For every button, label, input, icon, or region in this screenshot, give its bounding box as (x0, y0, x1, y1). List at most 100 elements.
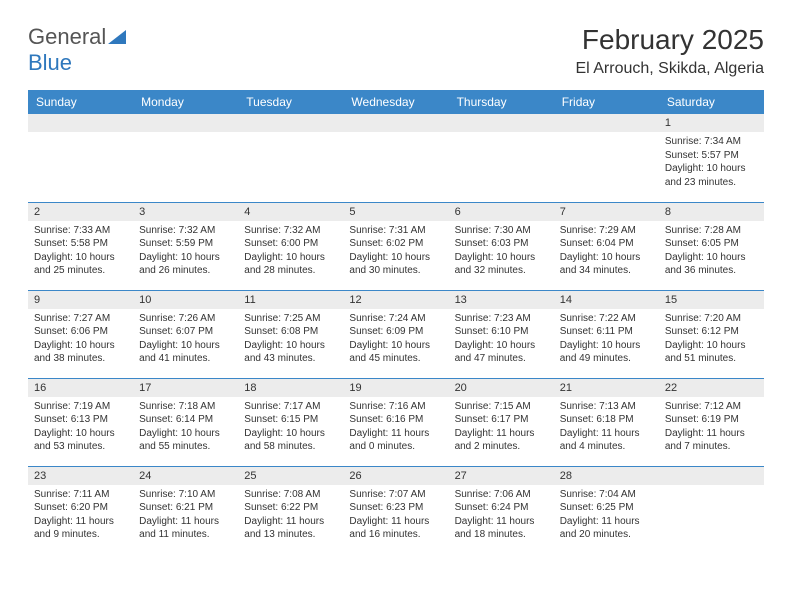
day-number: 25 (238, 467, 343, 485)
day-number: 28 (554, 467, 659, 485)
day-info: Sunrise: 7:30 AMSunset: 6:03 PMDaylight:… (449, 221, 554, 284)
day-number: 18 (238, 379, 343, 397)
day-cell: 6 Sunrise: 7:30 AMSunset: 6:03 PMDaylight… (449, 202, 554, 290)
day-info-text: Sunrise: 7:28 AMSunset: 6:05 PMDaylight:… (665, 224, 758, 278)
day-cell: 16Sunrise: 7:19 AMSunset: 6:13 PMDayligh… (28, 378, 133, 466)
day-info: Sunrise: 7:12 AMSunset: 6:19 PMDaylight:… (659, 397, 764, 460)
day-number: 5 (343, 203, 448, 221)
day-info-text: Sunrise: 7:29 AMSunset: 6:04 PMDaylight:… (560, 224, 653, 278)
day-info: Sunrise: 7:20 AMSunset: 6:12 PMDaylight:… (659, 309, 764, 372)
day-cell: 1 Sunrise: 7:34 AMSunset: 5:57 PMDaylight… (659, 114, 764, 202)
day-header: Friday (554, 90, 659, 114)
day-number: 19 (343, 379, 448, 397)
day-info-text: Sunrise: 7:33 AMSunset: 5:58 PMDaylight:… (34, 224, 127, 278)
empty-daynum (343, 114, 448, 132)
empty-cell (28, 114, 133, 202)
day-number: 1 (659, 114, 764, 132)
day-number: 24 (133, 467, 238, 485)
logo-text-blue: Blue (28, 50, 72, 75)
logo-text-general: General (28, 24, 106, 49)
day-header: Tuesday (238, 90, 343, 114)
day-info: Sunrise: 7:16 AMSunset: 6:16 PMDaylight:… (343, 397, 448, 460)
day-number: 13 (449, 291, 554, 309)
day-header: Wednesday (343, 90, 448, 114)
empty-cell (449, 114, 554, 202)
day-cell: 19 Sunrise: 7:16 AMSunset: 6:16 PMDayligh… (343, 378, 448, 466)
day-number: 6 (449, 203, 554, 221)
day-info: Sunrise: 7:18 AMSunset: 6:14 PMDaylight:… (133, 397, 238, 460)
day-info-text: Sunrise: 7:11 AMSunset: 6:20 PMDaylight:… (34, 488, 127, 542)
day-number: 27 (449, 467, 554, 485)
day-info: Sunrise: 7:33 AMSunset: 5:58 PMDaylight:… (28, 221, 133, 284)
day-number: 10 (133, 291, 238, 309)
day-number: 17 (133, 379, 238, 397)
day-cell: 27Sunrise: 7:06 AMSunset: 6:24 PMDayligh… (449, 466, 554, 554)
day-info-text: Sunrise: 7:08 AMSunset: 6:22 PMDaylight:… (244, 488, 337, 542)
week-row: 1 Sunrise: 7:34 AMSunset: 5:57 PMDaylight… (28, 114, 764, 202)
day-info: Sunrise: 7:04 AMSunset: 6:25 PMDaylight:… (554, 485, 659, 548)
day-cell: 22Sunrise: 7:12 AMSunset: 6:19 PMDayligh… (659, 378, 764, 466)
day-cell: 14Sunrise: 7:22 AMSunset: 6:11 PMDayligh… (554, 290, 659, 378)
day-info: Sunrise: 7:19 AMSunset: 6:13 PMDaylight:… (28, 397, 133, 460)
day-info-text: Sunrise: 7:15 AMSunset: 6:17 PMDaylight:… (455, 400, 548, 454)
day-cell: 4Sunrise: 7:32 AMSunset: 6:00 PMDaylight… (238, 202, 343, 290)
day-cell: 8Sunrise: 7:28 AMSunset: 6:05 PMDaylight… (659, 202, 764, 290)
day-cell: 10Sunrise: 7:26 AMSunset: 6:07 PMDayligh… (133, 290, 238, 378)
day-info-text: Sunrise: 7:16 AMSunset: 6:16 PMDaylight:… (349, 400, 442, 454)
header: General Blue February 2025 El Arrouch, S… (28, 24, 764, 78)
day-info-text: Sunrise: 7:34 AMSunset: 5:57 PMDaylight:… (665, 135, 758, 189)
day-cell: 17 Sunrise: 7:18 AMSunset: 6:14 PMDayligh… (133, 378, 238, 466)
day-header: Saturday (659, 90, 764, 114)
day-info-text: Sunrise: 7:17 AMSunset: 6:15 PMDaylight:… (244, 400, 337, 454)
day-info-text: Sunrise: 7:27 AMSunset: 6:06 PMDaylight:… (34, 312, 127, 366)
title-block: February 2025 El Arrouch, Skikda, Algeri… (575, 24, 764, 78)
day-cell: 28 Sunrise: 7:04 AMSunset: 6:25 PMDayligh… (554, 466, 659, 554)
day-number: 16 (28, 379, 133, 397)
day-header: Sunday (28, 90, 133, 114)
day-info: Sunrise: 7:10 AMSunset: 6:21 PMDaylight:… (133, 485, 238, 548)
calendar-table: SundayMondayTuesdayWednesdayThursdayFrid… (28, 90, 764, 554)
month-title: February 2025 (575, 24, 764, 56)
day-cell: 26Sunrise: 7:07 AMSunset: 6:23 PMDayligh… (343, 466, 448, 554)
day-cell: 11Sunrise: 7:25 AMSunset: 6:08 PMDayligh… (238, 290, 343, 378)
empty-cell (343, 114, 448, 202)
day-cell: 7Sunrise: 7:29 AMSunset: 6:04 PMDaylight… (554, 202, 659, 290)
day-cell: 13 Sunrise: 7:23 AMSunset: 6:10 PMDayligh… (449, 290, 554, 378)
day-info-text: Sunrise: 7:31 AMSunset: 6:02 PMDaylight:… (349, 224, 442, 278)
day-number: 20 (449, 379, 554, 397)
day-info: Sunrise: 7:34 AMSunset: 5:57 PMDaylight:… (659, 132, 764, 195)
day-number: 21 (554, 379, 659, 397)
day-info-text: Sunrise: 7:24 AMSunset: 6:09 PMDaylight:… (349, 312, 442, 366)
day-info-text: Sunrise: 7:18 AMSunset: 6:14 PMDaylight:… (139, 400, 232, 454)
day-info-text: Sunrise: 7:30 AMSunset: 6:03 PMDaylight:… (455, 224, 548, 278)
day-info: Sunrise: 7:23 AMSunset: 6:10 PMDaylight:… (449, 309, 554, 372)
empty-cell (554, 114, 659, 202)
day-info-text: Sunrise: 7:23 AMSunset: 6:10 PMDaylight:… (455, 312, 548, 366)
logo: General Blue (28, 24, 128, 76)
day-cell: 3Sunrise: 7:32 AMSunset: 5:59 PMDaylight… (133, 202, 238, 290)
day-cell: 21Sunrise: 7:13 AMSunset: 6:18 PMDayligh… (554, 378, 659, 466)
calendar-page: General Blue February 2025 El Arrouch, S… (0, 0, 792, 578)
week-row: 2Sunrise: 7:33 AMSunset: 5:58 PMDaylight… (28, 202, 764, 290)
day-cell: 18 Sunrise: 7:17 AMSunset: 6:15 PMDayligh… (238, 378, 343, 466)
day-cell: 12Sunrise: 7:24 AMSunset: 6:09 PMDayligh… (343, 290, 448, 378)
day-cell: 9Sunrise: 7:27 AMSunset: 6:06 PMDaylight… (28, 290, 133, 378)
day-info-text: Sunrise: 7:10 AMSunset: 6:21 PMDaylight:… (139, 488, 232, 542)
empty-daynum (28, 114, 133, 132)
day-number: 11 (238, 291, 343, 309)
day-number: 23 (28, 467, 133, 485)
empty-daynum (238, 114, 343, 132)
day-info: Sunrise: 7:13 AMSunset: 6:18 PMDaylight:… (554, 397, 659, 460)
day-number: 3 (133, 203, 238, 221)
empty-daynum (554, 114, 659, 132)
empty-cell (659, 466, 764, 554)
location: El Arrouch, Skikda, Algeria (575, 60, 764, 78)
day-info: Sunrise: 7:17 AMSunset: 6:15 PMDaylight:… (238, 397, 343, 460)
day-info: Sunrise: 7:08 AMSunset: 6:22 PMDaylight:… (238, 485, 343, 548)
day-info: Sunrise: 7:06 AMSunset: 6:24 PMDaylight:… (449, 485, 554, 548)
day-header: Monday (133, 90, 238, 114)
day-info-text: Sunrise: 7:04 AMSunset: 6:25 PMDaylight:… (560, 488, 653, 542)
day-info: Sunrise: 7:15 AMSunset: 6:17 PMDaylight:… (449, 397, 554, 460)
day-info: Sunrise: 7:31 AMSunset: 6:02 PMDaylight:… (343, 221, 448, 284)
day-info: Sunrise: 7:27 AMSunset: 6:06 PMDaylight:… (28, 309, 133, 372)
